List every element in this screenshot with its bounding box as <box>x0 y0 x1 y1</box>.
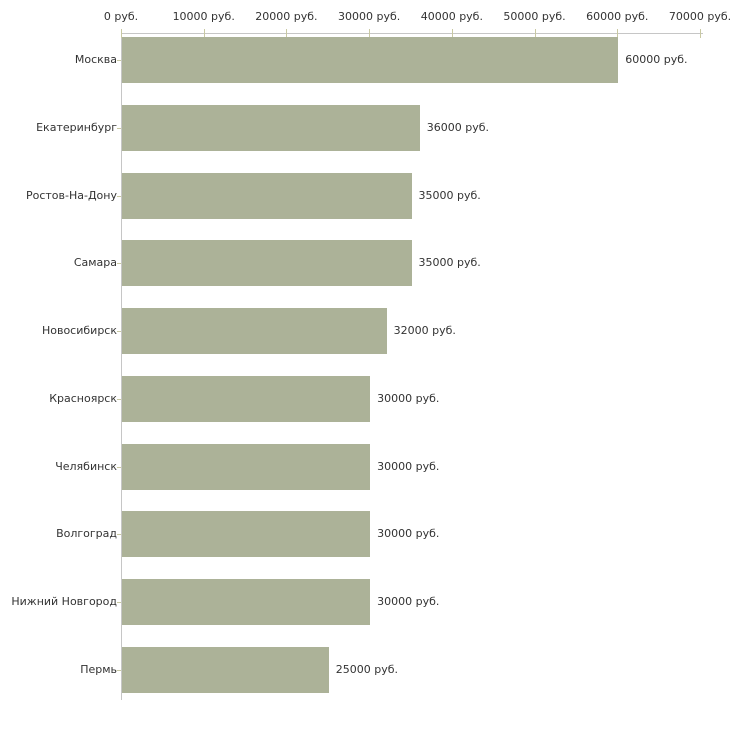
category-label: Екатеринбург <box>36 120 117 134</box>
bar <box>122 646 329 693</box>
category-label: Пермь <box>80 662 117 676</box>
x-axis-tick-label: 60000 руб. <box>586 10 649 23</box>
x-axis-line <box>121 33 703 34</box>
category-tick <box>117 534 121 536</box>
category-tick <box>117 331 121 332</box>
category-label: Волгоград <box>56 527 117 541</box>
value-label: 30000 руб. <box>377 459 440 473</box>
category-tick <box>117 263 121 265</box>
category-tick <box>117 60 121 61</box>
x-axis-tick <box>203 29 205 38</box>
value-label: 30000 руб. <box>377 527 440 541</box>
bar <box>122 308 387 354</box>
value-label: 60000 руб. <box>625 53 688 66</box>
bar <box>122 375 371 422</box>
bar <box>122 172 412 219</box>
x-axis-tick <box>286 29 288 38</box>
bar <box>122 511 371 558</box>
x-axis-tick-label: 50000 руб. <box>503 10 566 23</box>
category-tick <box>117 466 121 468</box>
value-label: 36000 руб. <box>426 120 490 134</box>
value-label: 25000 руб. <box>335 662 399 676</box>
value-label: 32000 руб. <box>393 324 456 337</box>
x-axis-tick-label: 0 руб. <box>103 10 139 23</box>
category-label: Красноярск <box>49 391 117 405</box>
category-label: Москва <box>74 53 117 66</box>
x-axis-tick <box>451 29 453 38</box>
x-axis-tick <box>369 29 371 38</box>
category-label: Ростов-На-Дону <box>25 188 117 202</box>
category-label: Новосибирск <box>41 324 117 337</box>
category-tick <box>117 127 121 129</box>
value-label: 30000 руб. <box>377 391 440 405</box>
bar <box>122 579 371 625</box>
y-axis-line <box>121 33 122 700</box>
x-axis-tick-label: 70000 руб. <box>668 10 730 23</box>
category-label: Самара <box>73 256 117 270</box>
x-axis-tick-label: 40000 руб. <box>420 10 483 23</box>
x-axis-tick-label: 30000 руб. <box>338 10 401 23</box>
value-label: 35000 руб. <box>418 188 481 202</box>
category-tick <box>117 398 121 400</box>
bar <box>122 443 371 490</box>
value-label: 35000 руб. <box>418 256 481 270</box>
x-axis-tick-label: 10000 руб. <box>172 10 235 23</box>
category-tick <box>117 669 121 671</box>
category-tick <box>117 195 121 197</box>
x-axis-tick <box>121 29 122 38</box>
value-label: 30000 руб. <box>377 595 440 608</box>
x-axis-tick <box>700 29 701 38</box>
bar <box>122 240 412 287</box>
x-axis-tick <box>534 29 536 38</box>
x-axis-tick-label: 20000 руб. <box>255 10 318 23</box>
bar <box>122 104 420 151</box>
category-tick <box>117 602 121 603</box>
bar <box>122 37 619 83</box>
category-label: Челябинск <box>55 459 117 473</box>
category-label: Нижний Новгород <box>11 595 117 608</box>
x-axis-tick <box>617 29 619 38</box>
